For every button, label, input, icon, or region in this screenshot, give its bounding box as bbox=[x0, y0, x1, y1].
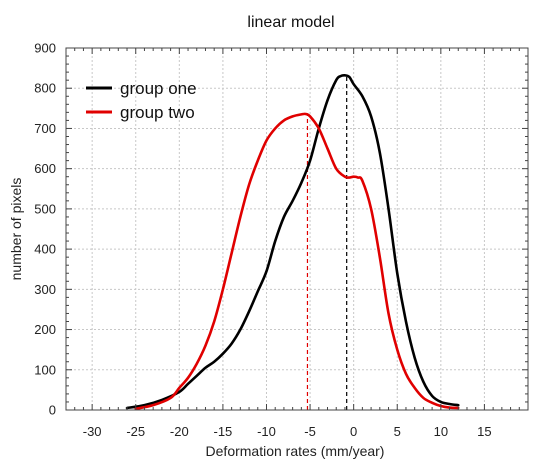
chart-title: linear model bbox=[247, 14, 334, 31]
x-tick-label: -30 bbox=[83, 424, 102, 439]
y-tick-label: 400 bbox=[34, 242, 56, 257]
y-tick-label: 900 bbox=[34, 41, 56, 56]
axis-ticks: -30 -25 -20 -15 -10 -5 0 5 10 15 0 100 200 300 400 500 6… bbox=[34, 41, 529, 439]
plot-frame bbox=[65, 47, 529, 411]
x-axis-title: Deformation rates (mm/year) bbox=[206, 443, 385, 459]
x-tick-label: -20 bbox=[170, 424, 189, 439]
x-tick-label: 10 bbox=[434, 424, 448, 439]
reference-lines bbox=[306, 75, 348, 410]
y-tick-label: 0 bbox=[49, 403, 56, 418]
legend-label-group-two: group two bbox=[120, 103, 195, 122]
y-tick-label: 200 bbox=[34, 322, 56, 337]
y-tick-label: 800 bbox=[34, 81, 56, 96]
x-tick-label: -15 bbox=[214, 424, 233, 439]
x-tick-label: -25 bbox=[126, 424, 145, 439]
y-tick-label: 100 bbox=[34, 362, 56, 377]
x-tick-label: 0 bbox=[350, 424, 357, 439]
y-tick-label: 500 bbox=[34, 201, 56, 216]
x-tick-label: 15 bbox=[477, 424, 491, 439]
legend: group one group two bbox=[86, 79, 197, 122]
series-line-group-one bbox=[125, 74, 460, 410]
series-line-group-two bbox=[134, 112, 460, 411]
x-tick-label: -10 bbox=[257, 424, 276, 439]
x-tick-label: -5 bbox=[304, 424, 316, 439]
y-axis-title: number of pixels bbox=[8, 178, 24, 281]
y-tick-label: 300 bbox=[34, 282, 56, 297]
series-lines bbox=[125, 74, 460, 411]
x-tick-label: 5 bbox=[394, 424, 401, 439]
y-tick-label: 700 bbox=[34, 121, 56, 136]
legend-label-group-one: group one bbox=[120, 79, 197, 98]
y-tick-label: 600 bbox=[34, 161, 56, 176]
